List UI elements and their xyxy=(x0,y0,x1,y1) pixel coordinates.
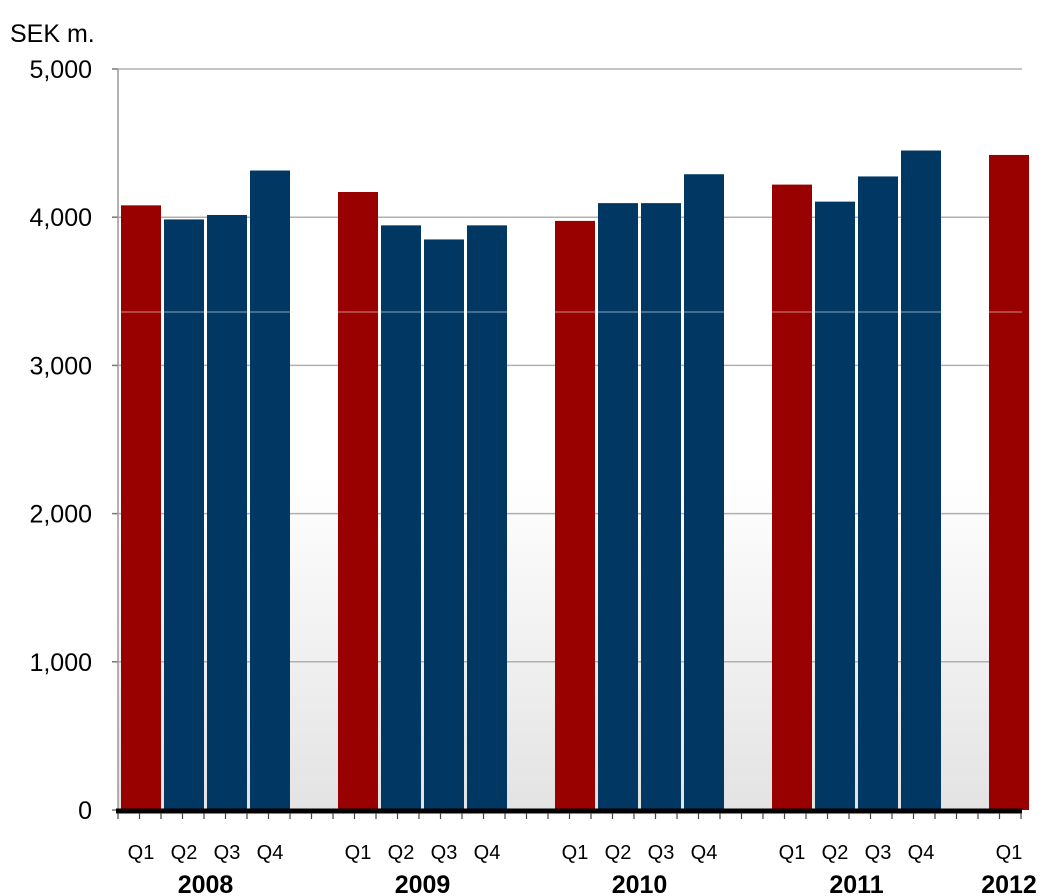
bar-2010-q1 xyxy=(555,220,595,810)
bar-2011-q3 xyxy=(858,176,898,810)
y-tick-label: 1,000 xyxy=(29,649,92,677)
year-label: 2008 xyxy=(178,871,234,896)
bar-2012-q1 xyxy=(989,154,1029,810)
axes xyxy=(112,68,1022,819)
x-tick-label: Q4 xyxy=(691,842,718,864)
x-tick-label: Q3 xyxy=(214,842,241,864)
year-label: 2011 xyxy=(829,871,883,896)
y-tick-label: 5,000 xyxy=(29,56,92,84)
unit-label: SEK m. xyxy=(10,20,95,48)
bar-2009-q2 xyxy=(381,225,421,810)
x-tick-label: Q2 xyxy=(605,842,632,864)
x-tick-label: Q2 xyxy=(822,842,849,864)
bar-2008-q4 xyxy=(250,170,290,811)
bar-2009-q4 xyxy=(467,225,507,810)
bar-2009-q3 xyxy=(424,239,464,810)
x-tick-label: Q1 xyxy=(779,842,806,864)
bar-2011-q1 xyxy=(772,184,812,810)
x-tick-label: Q4 xyxy=(257,842,284,864)
x-tick-label: Q1 xyxy=(996,842,1023,864)
y-tick-label: 0 xyxy=(78,797,92,825)
x-tick-label: Q4 xyxy=(474,842,501,864)
y-tick-label: 4,000 xyxy=(29,204,92,232)
x-tick-label: Q4 xyxy=(908,842,935,864)
bar-2010-q3 xyxy=(641,203,681,811)
y-tick-label: 3,000 xyxy=(29,352,92,380)
x-tick-label: Q1 xyxy=(345,842,372,864)
x-tick-label: Q3 xyxy=(865,842,892,864)
x-tick-label: Q1 xyxy=(562,842,589,864)
bar-2008-q3 xyxy=(207,214,247,811)
bar-2009-q1 xyxy=(338,192,378,811)
year-label: 2009 xyxy=(395,871,451,896)
x-tick-label: Q2 xyxy=(171,842,198,864)
bar-2011-q4 xyxy=(901,150,941,810)
bar-2008-q2 xyxy=(164,219,204,811)
x-tick-label: Q2 xyxy=(388,842,415,864)
year-label: 2010 xyxy=(612,871,668,896)
x-tick-label: Q3 xyxy=(431,842,458,864)
x-tick-label: Q3 xyxy=(648,842,675,864)
x-tick-label: Q1 xyxy=(128,842,155,864)
bar-2008-q1 xyxy=(121,205,161,810)
bar-2010-q4 xyxy=(684,174,724,811)
bars xyxy=(118,150,1029,811)
labels: 0 1,000 2,000 3,000 4,000 5,000 Q1 Q2 Q3 Q4 2008 Q1… xyxy=(29,56,1036,896)
y-tick-label: 2,000 xyxy=(29,501,92,529)
bar-2010-q2 xyxy=(598,203,638,811)
bar-2011-q2 xyxy=(815,201,855,810)
year-label: 2012 xyxy=(981,871,1037,896)
